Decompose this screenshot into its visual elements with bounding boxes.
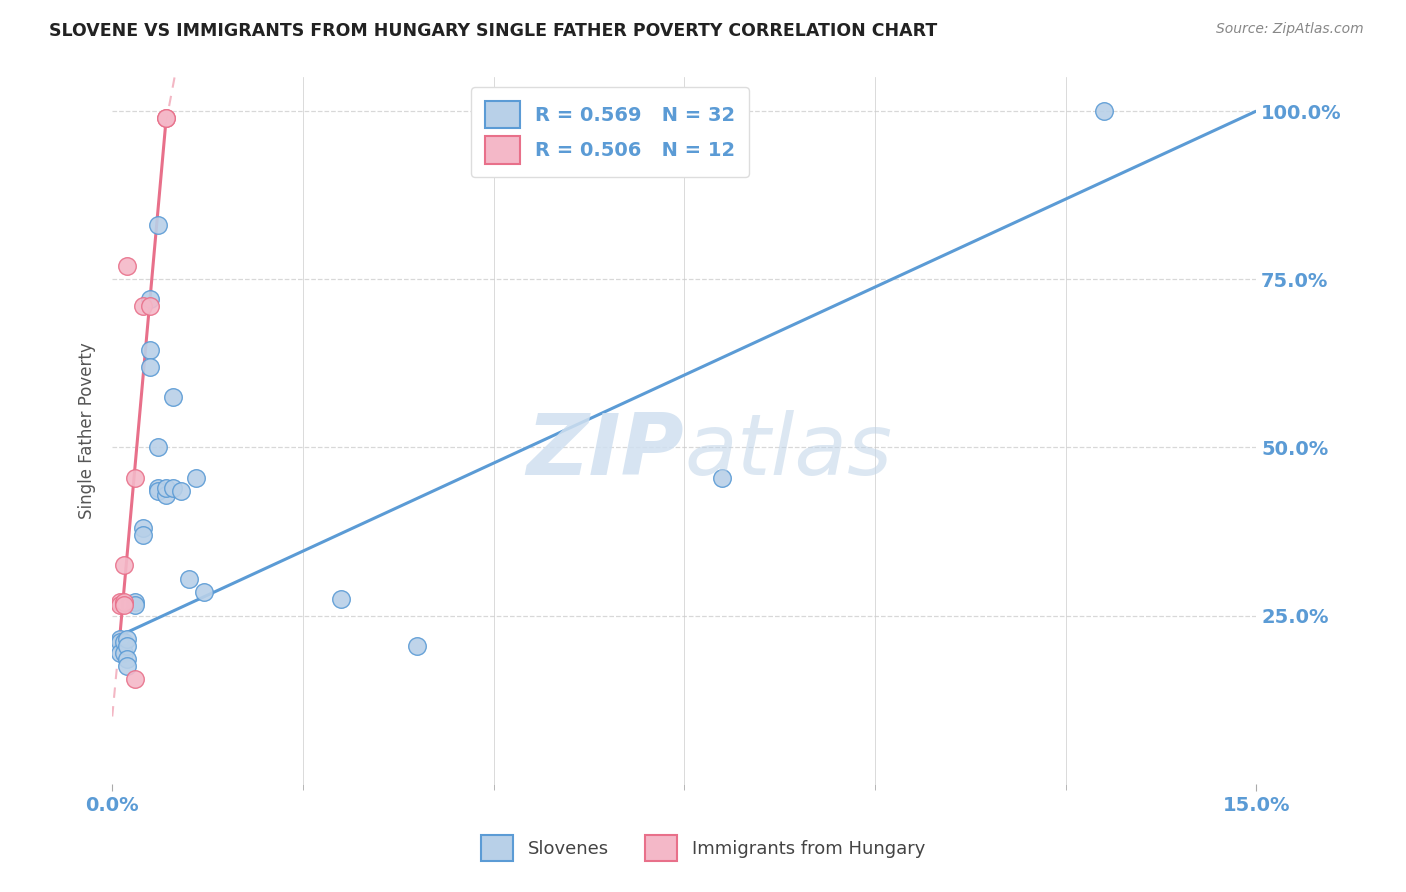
Point (108, 632, 131, 647)
Point (155, 487, 177, 501)
Point (155, 111, 177, 125)
Point (112, 595, 135, 609)
Point (117, 259, 139, 273)
Point (124, 673, 146, 687)
Point (139, 293, 162, 307)
Point (1092, 104, 1115, 119)
Point (139, 359, 162, 374)
Point (132, 299, 155, 313)
Point (124, 471, 146, 485)
Point (124, 595, 146, 609)
Point (139, 343, 162, 357)
Point (112, 599, 135, 613)
Text: atlas: atlas (685, 410, 893, 493)
Point (146, 481, 169, 495)
Point (177, 572, 200, 586)
Point (711, 471, 734, 485)
Legend: R = 0.569   N = 32, R = 0.506   N = 12: R = 0.569 N = 32, R = 0.506 N = 12 (471, 87, 749, 178)
Point (117, 659, 139, 673)
Point (146, 484, 169, 499)
Point (186, 471, 208, 485)
Point (193, 585, 215, 599)
Legend: Slovenes, Immigrants from Hungary: Slovenes, Immigrants from Hungary (472, 826, 934, 870)
Point (117, 632, 139, 647)
Point (406, 639, 429, 653)
Point (132, 521, 155, 535)
Point (139, 299, 162, 313)
Point (155, 481, 177, 495)
Point (146, 441, 169, 455)
Point (108, 646, 131, 660)
Point (132, 528, 155, 542)
Point (124, 599, 146, 613)
Point (117, 639, 139, 653)
Text: ZIP: ZIP (527, 410, 685, 493)
Point (112, 646, 135, 660)
Point (146, 219, 169, 233)
Point (330, 591, 353, 606)
Point (170, 484, 193, 499)
Y-axis label: Single Father Poverty: Single Father Poverty (79, 343, 96, 519)
Text: Source: ZipAtlas.com: Source: ZipAtlas.com (1216, 22, 1364, 37)
Point (108, 635, 131, 649)
Point (108, 595, 131, 609)
Point (108, 599, 131, 613)
Point (155, 111, 177, 125)
Point (112, 635, 135, 649)
Point (112, 558, 135, 573)
Point (162, 390, 184, 404)
Point (162, 481, 184, 495)
Point (117, 652, 139, 666)
Text: SLOVENE VS IMMIGRANTS FROM HUNGARY SINGLE FATHER POVERTY CORRELATION CHART: SLOVENE VS IMMIGRANTS FROM HUNGARY SINGL… (49, 22, 938, 40)
